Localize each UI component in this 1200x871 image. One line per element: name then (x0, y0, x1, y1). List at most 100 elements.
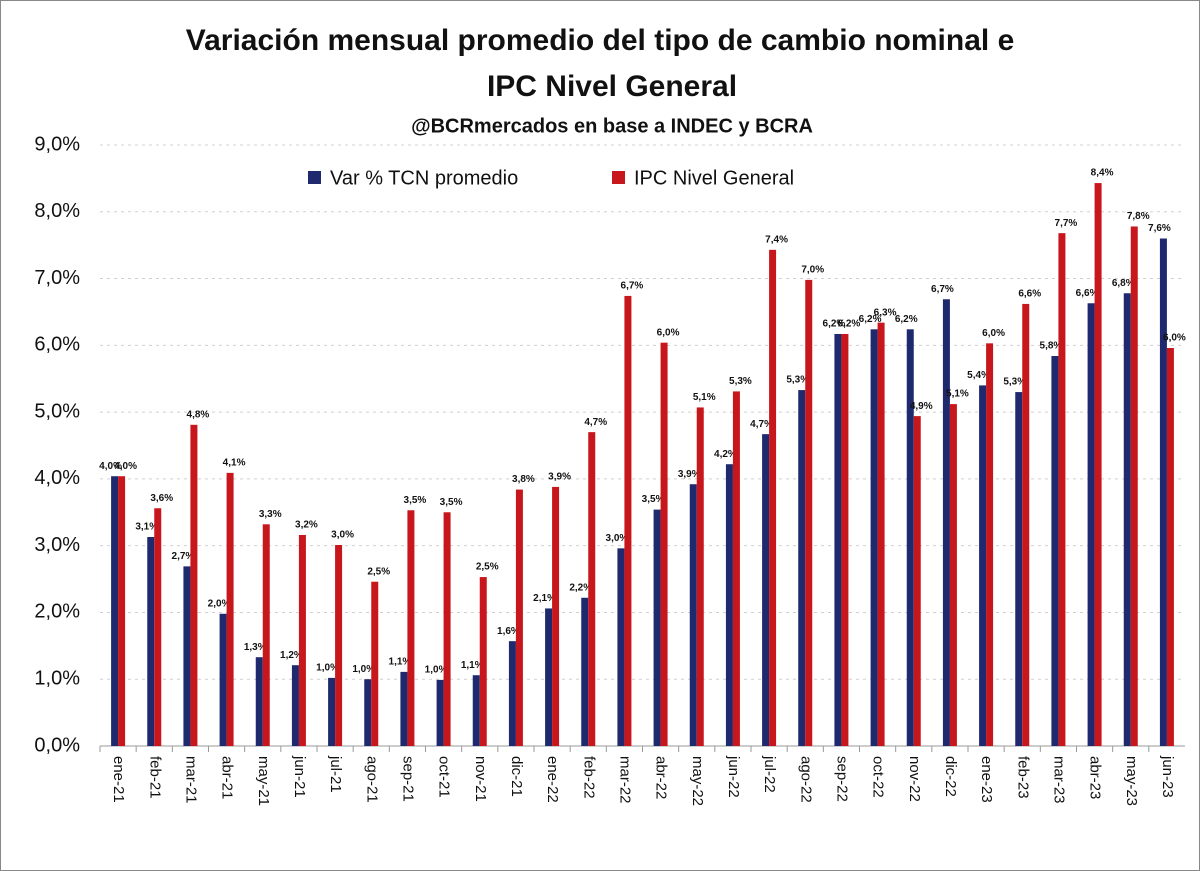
x-tick-label: ago-22 (797, 756, 814, 803)
bar (371, 581, 379, 746)
value-label: 4,7% (584, 417, 607, 428)
x-tick-label: nov-22 (906, 756, 923, 802)
legend-label: Var % TCN promedio (330, 167, 518, 189)
y-tick-label: 8,0% (34, 200, 80, 222)
value-label: 5,3% (1003, 377, 1026, 388)
bar (508, 641, 516, 746)
x-tick-label: ene-23 (978, 756, 995, 803)
bar (762, 434, 770, 746)
bar (588, 432, 596, 746)
value-label: 4,9% (910, 401, 933, 412)
bar (913, 416, 921, 746)
value-label: 8,4% (1091, 168, 1114, 179)
value-label: 6,0% (1163, 333, 1186, 344)
bar (725, 464, 733, 746)
bar (1094, 183, 1102, 746)
bar (407, 510, 415, 746)
value-label: 1,3% (244, 642, 267, 653)
value-label: 2,1% (533, 593, 556, 604)
bar (436, 679, 444, 746)
bar (949, 404, 957, 746)
bar (1130, 226, 1138, 747)
value-label: 3,6% (150, 493, 173, 504)
value-label: 6,6% (1076, 288, 1099, 299)
x-tick-label: mar-21 (182, 756, 199, 804)
value-label: 6,7% (931, 284, 954, 295)
value-label: 7,7% (1055, 218, 1078, 229)
value-label: 1,0% (352, 664, 375, 675)
bar (190, 424, 198, 746)
value-label: 6,3% (874, 307, 897, 318)
x-tick-label: sep-22 (833, 756, 850, 802)
x-tick-label: feb-23 (1014, 756, 1031, 799)
value-label: 3,5% (404, 495, 427, 506)
value-label: 2,0% (208, 598, 231, 609)
x-tick-label: abr-22 (653, 756, 670, 799)
legend-swatch (612, 171, 625, 184)
value-label: 3,5% (642, 494, 665, 505)
bar (624, 295, 632, 746)
bar (226, 472, 234, 746)
bar (1051, 356, 1059, 746)
x-tick-label: mar-22 (616, 756, 633, 804)
bar (689, 484, 697, 746)
bar (472, 675, 480, 746)
bar (118, 476, 126, 746)
legend-swatch (308, 171, 321, 184)
x-tick-label: sep-21 (399, 756, 416, 802)
value-label: 3,3% (259, 509, 282, 520)
value-label: 1,1% (461, 660, 484, 671)
value-label: 6,2% (859, 314, 882, 325)
bar (660, 342, 668, 746)
value-label: 5,4% (967, 370, 990, 381)
x-tick-label: jun-21 (291, 755, 308, 798)
x-tick-label: mar-23 (1050, 756, 1067, 804)
value-label: 1,6% (497, 626, 520, 637)
bar (1087, 303, 1095, 746)
y-tick-label: 0,0% (34, 734, 80, 756)
x-tick-label: nov-21 (472, 756, 489, 802)
x-tick-label: feb-21 (146, 756, 163, 799)
bar (479, 577, 487, 746)
value-label: 1,0% (316, 663, 339, 674)
value-label: 3,0% (606, 533, 629, 544)
value-label: 6,6% (1018, 289, 1041, 300)
bar (255, 657, 263, 746)
bar (443, 512, 451, 746)
bar (552, 486, 560, 746)
bar (147, 536, 155, 746)
bar (111, 476, 119, 746)
bar (1159, 238, 1167, 746)
value-label: 3,9% (678, 469, 701, 480)
bar (545, 608, 553, 746)
value-label: 6,7% (621, 281, 644, 292)
bar (798, 390, 806, 746)
bar (291, 665, 299, 746)
value-label: 3,5% (440, 497, 463, 508)
value-label: 4,0% (114, 461, 137, 472)
bar (400, 671, 408, 746)
value-label: 5,1% (946, 389, 969, 400)
y-tick-label: 3,0% (34, 534, 80, 556)
value-label: 4,7% (750, 419, 773, 430)
value-label: 1,2% (280, 650, 303, 661)
value-label: 3,2% (295, 520, 318, 531)
x-tick-label: abr-23 (1087, 756, 1104, 799)
value-label: 7,6% (1148, 223, 1171, 234)
bar (1022, 303, 1030, 746)
value-label: 6,2% (838, 319, 861, 330)
bar (805, 279, 813, 746)
bar (1123, 293, 1131, 746)
y-tick-label: 9,0% (34, 133, 80, 155)
bar (696, 407, 704, 746)
x-tick-label: jul-21 (327, 755, 344, 793)
bar (769, 249, 777, 746)
bar (732, 391, 740, 746)
x-tick-label: feb-22 (580, 756, 597, 799)
value-label: 5,3% (786, 375, 809, 386)
value-label: 3,8% (512, 474, 535, 485)
value-label: 3,9% (548, 472, 571, 483)
value-label: 2,7% (172, 551, 195, 562)
value-label: 3,1% (135, 522, 158, 533)
